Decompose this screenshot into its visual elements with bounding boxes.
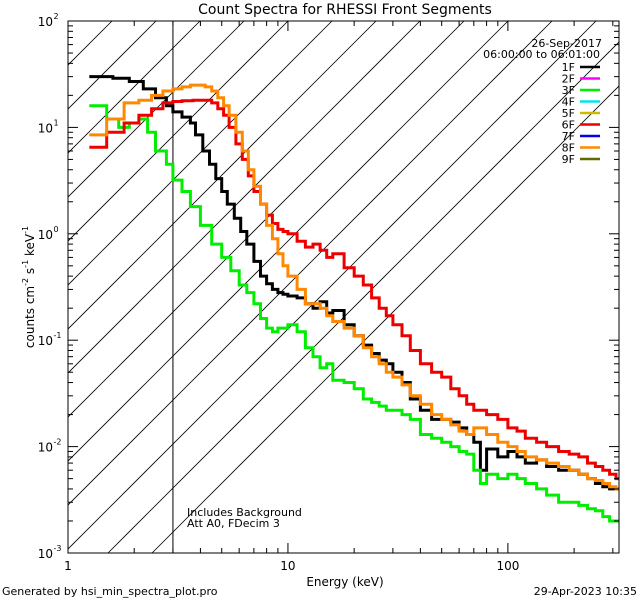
y-label-exp: -1 [21,260,30,268]
y-label-part: counts cm [23,286,37,348]
y-tick-label: 10 [38,441,53,455]
legend-label-3f: 3F [562,84,575,97]
hatch-line [68,21,553,506]
legend-label-8f: 8F [562,142,575,155]
x-tick-label: 10 [280,559,295,573]
y-tick-exponent: -2 [54,438,62,447]
legend-label-9f: 9F [562,153,575,166]
excluded-energy-hatch [68,21,619,553]
legend-label-6f: 6F [562,119,575,132]
y-label-exp: -2 [21,278,30,286]
hatch-line [68,21,201,154]
y-axis-label: counts cm-2 s-1 keV-1 [21,226,37,348]
chart-title: Count Spectra for RHESSI Front Segments [198,2,492,18]
footer-timestamp: 29-Apr-2023 10:35 [534,585,637,598]
date-label: 26-Sep-2017 [531,37,602,50]
x-tick-label: 100 [496,559,519,573]
y-tick-exponent: 1 [54,118,59,127]
y-label-part: s [23,268,37,278]
legend-label-5f: 5F [562,107,575,120]
hatch-line [68,21,333,286]
y-tick-exponent: 2 [54,12,59,21]
y-tick-label: 10 [38,334,53,348]
y-tick-exponent: -1 [54,331,62,340]
y-tick-label: 10 [38,15,53,29]
hatch-line [68,21,597,550]
y-label-exp: -1 [21,226,30,234]
series-6f [89,98,619,481]
hatch-line [68,21,465,418]
hatch-line [68,21,289,242]
time-range-label: 06:00:00 to 06:01:00 [483,48,600,61]
legend-label-1f: 1F [562,61,575,74]
hatch-line [68,21,377,330]
footer-generated-by: Generated by hsi_min_spectra_plot.pro [2,585,218,598]
legend-label-4f: 4F [562,96,575,109]
hatch-line [107,41,619,553]
annotation-background: Includes Background [187,506,302,519]
legend-label-7f: 7F [562,130,575,143]
hatch-line [68,21,509,462]
plot-frame [67,20,620,554]
legend-label-2f: 2F [562,73,575,86]
series-3f [89,104,619,523]
y-tick-label: 10 [38,228,53,242]
y-tick-exponent: -3 [54,544,62,553]
y-tick-exponent: 0 [54,225,59,234]
hatch-line [68,21,421,374]
hatch-line [151,85,619,553]
annotation-attenuator: Att A0, FDecim 3 [187,517,280,530]
y-tick-label: 10 [38,547,53,561]
hatch-line [68,21,113,66]
series-8f [89,83,619,491]
y-label-part: keV [23,233,37,260]
x-axis-label: Energy (keV) [306,575,383,589]
x-tick-label: 1 [64,559,72,573]
y-tick-label: 10 [38,121,53,135]
series-layer [89,75,619,523]
series-1f [89,75,619,491]
